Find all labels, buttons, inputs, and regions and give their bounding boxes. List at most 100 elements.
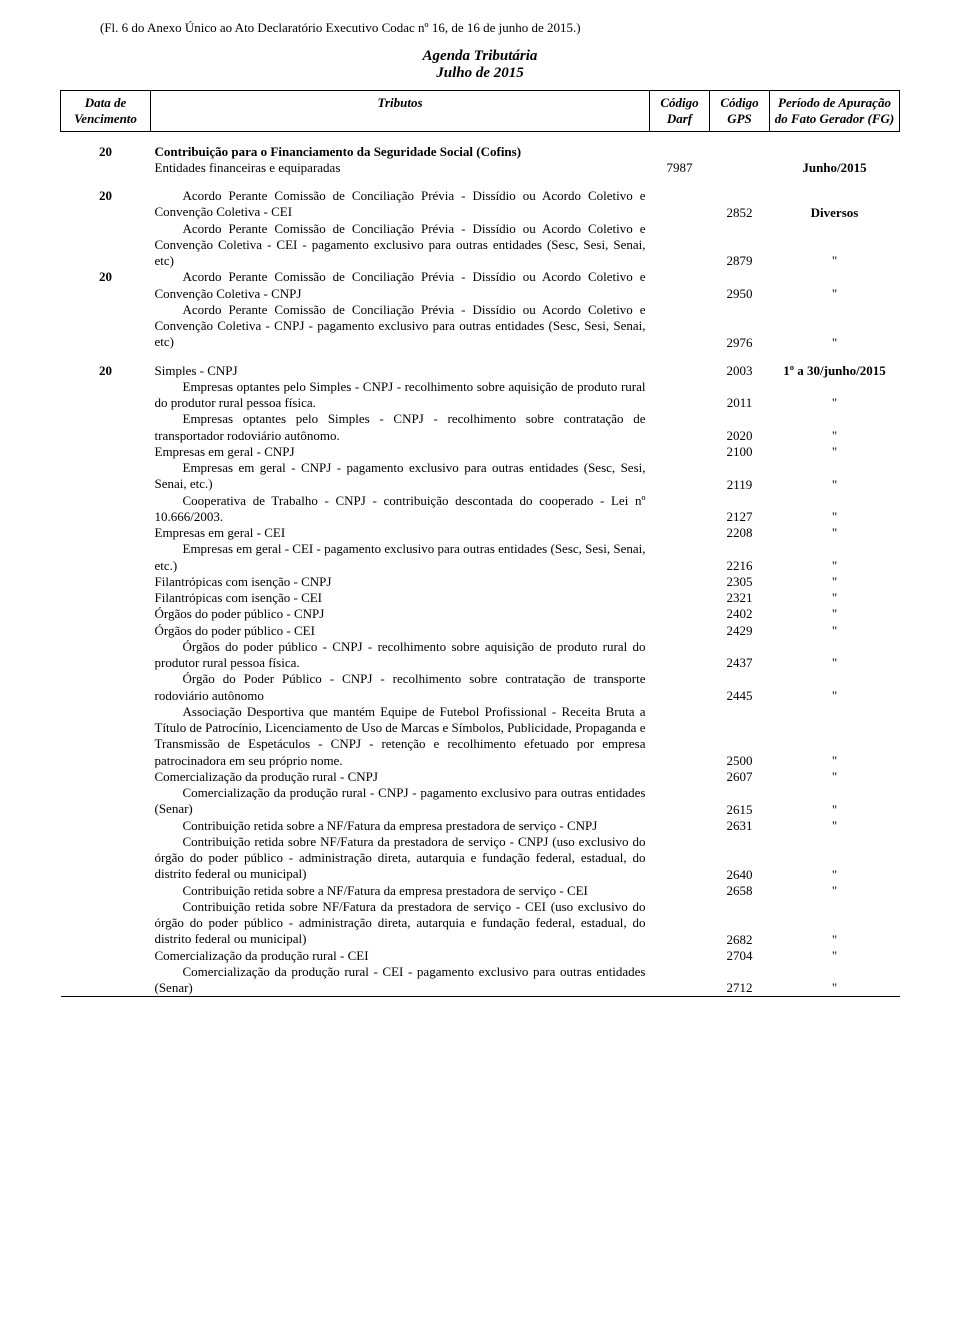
tributos-desc: Acordo Perante Comissão de Conciliação P…	[151, 188, 650, 221]
periodo-cell: "	[770, 525, 900, 541]
data-cell: 20	[61, 269, 151, 350]
tributos-desc: Comercialização da produção rural - CNPJ…	[151, 785, 650, 818]
gps-code: 2402	[710, 606, 770, 622]
periodo-cell: "	[770, 883, 900, 899]
table-row: Entidades financeiras e equiparadas 7987…	[61, 160, 900, 176]
gps-code: 2976	[710, 302, 770, 351]
table-row: Filantrópicas com isenção - CNPJ 2305 "	[61, 574, 900, 590]
tributos-desc: Órgãos do poder público - CNPJ - recolhi…	[151, 639, 650, 672]
table-row: Contribuição retida sobre NF/Fatura da p…	[61, 899, 900, 948]
table-row: 20 Acordo Perante Comissão de Conciliaçã…	[61, 269, 900, 302]
gps-code: 2011	[710, 379, 770, 412]
table-row: Contribuição retida sobre NF/Fatura da p…	[61, 834, 900, 883]
gps-code: 2127	[710, 493, 770, 526]
table-row: Acordo Perante Comissão de Conciliação P…	[61, 302, 900, 351]
data-cell: 20	[61, 144, 151, 160]
gps-code: 2950	[710, 269, 770, 302]
periodo-cell: "	[770, 606, 900, 622]
periodo-cell: "	[770, 623, 900, 639]
gps-code: 2208	[710, 525, 770, 541]
table-row: Comercialização da produção rural - CEI …	[61, 948, 900, 964]
table-row: Órgãos do poder público - CNPJ 2402 "	[61, 606, 900, 622]
tributos-desc: Contribuição retida sobre a NF/Fatura da…	[151, 818, 650, 834]
tributos-table: Data de Vencimento Tributos Código Darf …	[60, 90, 900, 997]
tributos-desc: Acordo Perante Comissão de Conciliação P…	[151, 269, 650, 302]
title-sub: Julho de 2015	[60, 65, 900, 82]
gps-code: 2445	[710, 671, 770, 704]
tributos-desc: Contribuição retida sobre NF/Fatura da p…	[151, 834, 650, 883]
col-header-gps: Código GPS	[710, 91, 770, 132]
header-reference: (Fl. 6 do Anexo Único ao Ato Declaratóri…	[60, 20, 900, 36]
tributos-desc: Empresas optantes pelo Simples - CNPJ - …	[151, 411, 650, 444]
periodo-cell: "	[770, 785, 900, 818]
table-row: Empresas optantes pelo Simples - CNPJ - …	[61, 411, 900, 444]
gps-code: 2640	[710, 834, 770, 883]
table-row: Empresas em geral - CNPJ - pagamento exc…	[61, 460, 900, 493]
table-row: Contribuição retida sobre a NF/Fatura da…	[61, 818, 900, 834]
table-header-row: Data de Vencimento Tributos Código Darf …	[61, 91, 900, 132]
periodo-cell: "	[770, 671, 900, 704]
table-row: Cooperativa de Trabalho - CNPJ - contrib…	[61, 493, 900, 526]
gps-code: 2607	[710, 769, 770, 785]
gps-code: 2615	[710, 785, 770, 818]
tributos-desc: Empresas em geral - CEI - pagamento excl…	[151, 541, 650, 574]
periodo-cell: "	[770, 590, 900, 606]
gps-code: 2305	[710, 574, 770, 590]
periodo-cell: "	[770, 639, 900, 672]
gps-code: 2631	[710, 818, 770, 834]
table-row: Associação Desportiva que mantém Equipe …	[61, 704, 900, 769]
table-row: Empresas em geral - CNPJ 2100 "	[61, 444, 900, 460]
periodo-cell: "	[770, 899, 900, 948]
tributos-desc: Comercialização da produção rural - CEI	[151, 948, 650, 964]
data-cell: 20	[61, 363, 151, 379]
gps-code: 2020	[710, 411, 770, 444]
tributos-desc: Cooperativa de Trabalho - CNPJ - contrib…	[151, 493, 650, 526]
gps-code: 2100	[710, 444, 770, 460]
gps-code: 2704	[710, 948, 770, 964]
darf-code: 7987	[650, 160, 710, 176]
tributos-desc: Filantrópicas com isenção - CNPJ	[151, 574, 650, 590]
gps-code: 2437	[710, 639, 770, 672]
periodo-cell: "	[770, 948, 900, 964]
table-row: 20 Contribuição para o Financiamento da …	[61, 144, 900, 160]
tributos-desc: Acordo Perante Comissão de Conciliação P…	[151, 221, 650, 270]
tributos-desc: Comercialização da produção rural - CNPJ	[151, 769, 650, 785]
periodo-cell: 1º a 30/junho/2015	[770, 363, 900, 379]
periodo-cell: "	[770, 704, 900, 769]
table-row: Filantrópicas com isenção - CEI 2321 "	[61, 590, 900, 606]
col-header-data: Data de Vencimento	[61, 91, 151, 132]
periodo-cell: "	[770, 444, 900, 460]
periodo-cell: "	[770, 964, 900, 997]
gps-code: 2879	[710, 221, 770, 270]
title-block: Agenda Tributária Julho de 2015	[60, 48, 900, 82]
gps-code: 2712	[710, 964, 770, 997]
periodo-cell: "	[770, 460, 900, 493]
gps-code: 2852	[710, 188, 770, 221]
table-row: Empresas em geral - CEI 2208 "	[61, 525, 900, 541]
periodo-cell: "	[770, 493, 900, 526]
tributos-desc: Comercialização da produção rural - CEI …	[151, 964, 650, 997]
periodo-cell: "	[770, 379, 900, 412]
tributos-desc: Empresas em geral - CNPJ - pagamento exc…	[151, 460, 650, 493]
tributos-desc: Empresas em geral - CEI	[151, 525, 650, 541]
gps-code: 2321	[710, 590, 770, 606]
tributos-title: Contribuição para o Financiamento da Seg…	[151, 144, 650, 160]
table-row: Empresas optantes pelo Simples - CNPJ - …	[61, 379, 900, 412]
tributos-desc: Empresas em geral - CNPJ	[151, 444, 650, 460]
tributos-desc: Entidades financeiras e equiparadas	[151, 160, 650, 176]
periodo-cell: "	[770, 221, 900, 270]
col-header-periodo: Período de Apuração do Fato Gerador (FG)	[770, 91, 900, 132]
table-row: Órgãos do poder público - CNPJ - recolhi…	[61, 639, 900, 672]
tributos-desc: Empresas optantes pelo Simples - CNPJ - …	[151, 379, 650, 412]
periodo-cell: Diversos	[770, 188, 900, 221]
col-header-tributos: Tributos	[151, 91, 650, 132]
gps-code: 2429	[710, 623, 770, 639]
gps-code: 2003	[710, 363, 770, 379]
table-row: Comercialização da produção rural - CNPJ…	[61, 769, 900, 785]
periodo-cell: "	[770, 769, 900, 785]
tributos-desc: Acordo Perante Comissão de Conciliação P…	[151, 302, 650, 351]
table-row: Contribuição retida sobre a NF/Fatura da…	[61, 883, 900, 899]
title-main: Agenda Tributária	[60, 48, 900, 65]
periodo-cell: "	[770, 269, 900, 302]
table-row: Órgãos do poder público - CEI 2429 "	[61, 623, 900, 639]
